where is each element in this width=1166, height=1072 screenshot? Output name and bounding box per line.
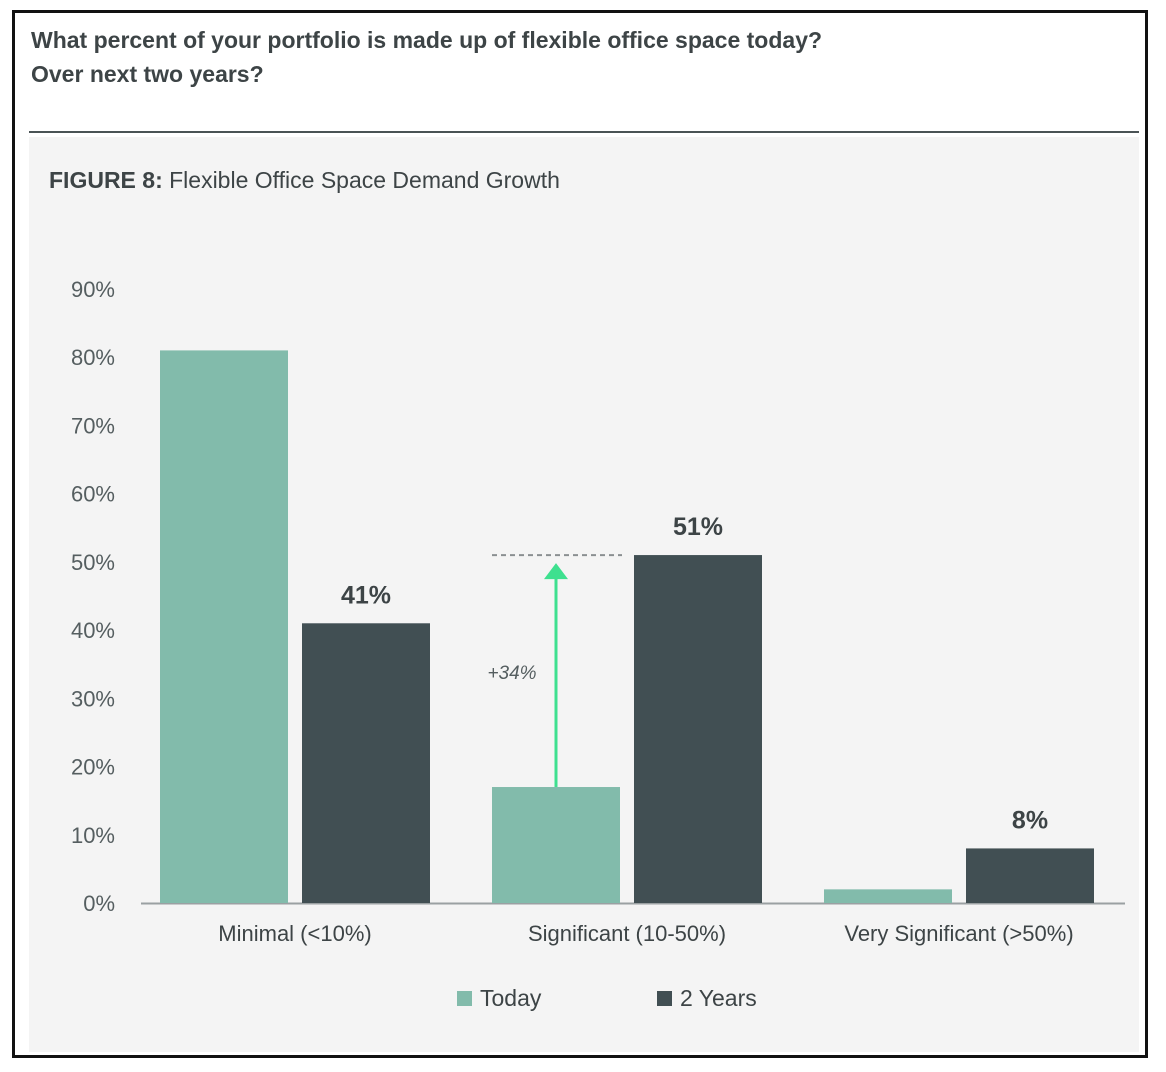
divider <box>29 131 1139 133</box>
x-category-label: Minimal (<10%) <box>218 921 371 946</box>
y-tick-label: 20% <box>71 755 115 780</box>
data-label: 51% <box>673 513 723 541</box>
x-category-label: Significant (10-50%) <box>528 921 726 946</box>
bar-2-years <box>966 848 1094 903</box>
y-tick-label: 60% <box>71 482 115 507</box>
y-tick-label: 90% <box>71 277 115 302</box>
figure-label: FIGURE 8: <box>49 167 163 193</box>
bar-chart: 0% 10% 20% 30% 40% 50% 60% 70% 80% 90% 41% Minimal … <box>71 277 1125 946</box>
x-category-label: Very Significant (>50%) <box>844 921 1073 946</box>
bar-today <box>160 350 288 903</box>
y-tick-label: 80% <box>71 345 115 370</box>
chart-panel: FIGURE 8: Flexible Office Space Demand G… <box>29 137 1139 1052</box>
y-tick-label: 10% <box>71 823 115 848</box>
y-tick-label: 30% <box>71 686 115 711</box>
survey-question: What percent of your portfolio is made u… <box>31 23 1111 91</box>
question-line-1: What percent of your portfolio is made u… <box>31 27 823 53</box>
legend-swatch <box>457 991 472 1006</box>
bar-2-years <box>634 555 762 903</box>
data-label: 41% <box>341 581 391 609</box>
y-tick-label: 0% <box>83 891 115 916</box>
bar-2-years <box>302 623 430 903</box>
legend-swatch <box>657 991 672 1006</box>
legend-label: Today <box>480 985 542 1011</box>
bar-today <box>492 787 620 903</box>
figure-title: FIGURE 8: Flexible Office Space Demand G… <box>49 167 560 194</box>
legend-label: 2 Years <box>680 985 757 1011</box>
question-line-2: Over next two years? <box>31 61 264 87</box>
y-tick-label: 50% <box>71 550 115 575</box>
figure-title-text: Flexible Office Space Demand Growth <box>169 167 560 193</box>
y-tick-label: 70% <box>71 413 115 438</box>
legend-item-today: Today <box>457 985 541 1012</box>
figure-frame: What percent of your portfolio is made u… <box>12 10 1148 1058</box>
legend-item-2-years: 2 Years <box>657 985 757 1012</box>
growth-arrow-head <box>544 563 568 580</box>
growth-annotation: +34% <box>487 663 536 684</box>
bar-today <box>824 889 952 903</box>
data-label: 8% <box>1012 806 1048 834</box>
y-tick-label: 40% <box>71 618 115 643</box>
